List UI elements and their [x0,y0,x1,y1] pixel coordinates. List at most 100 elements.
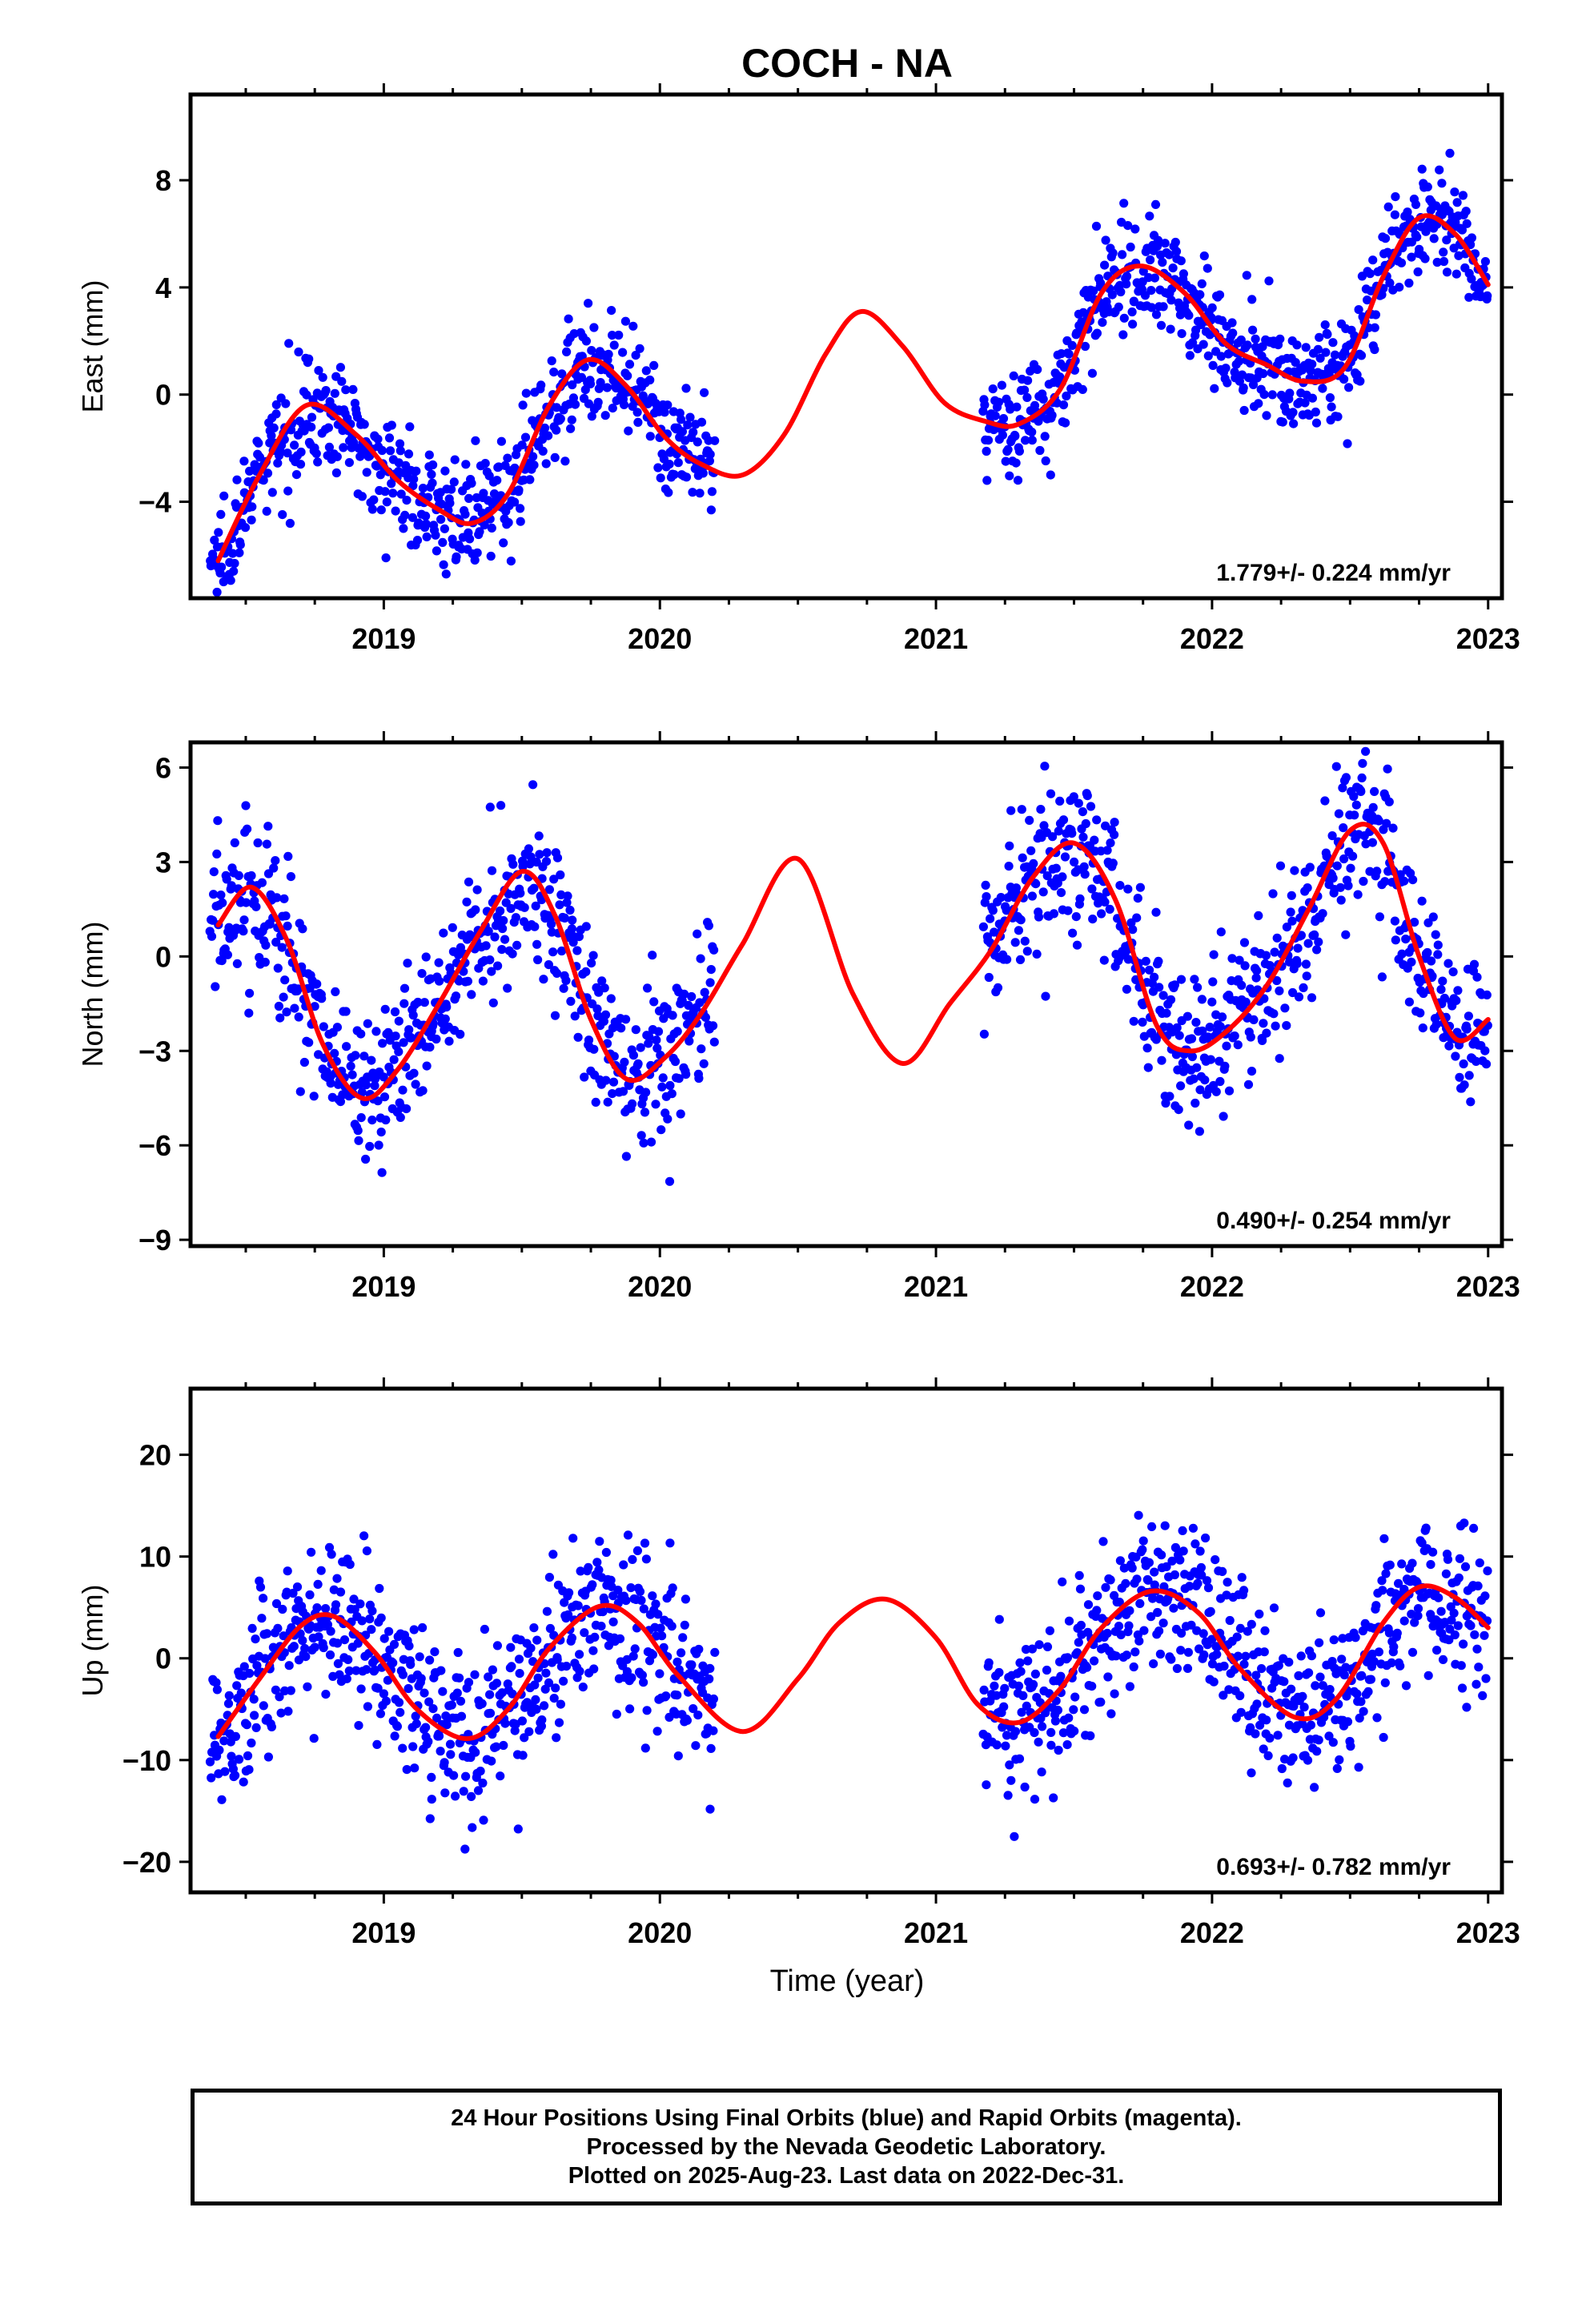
up-data-point [1392,1628,1402,1638]
up-data-point [1283,1778,1292,1787]
up-data-point [657,1631,667,1641]
east-data-point [1320,320,1330,330]
north-data-point [394,1047,404,1056]
up-data-point [1472,1644,1482,1654]
north-data-point [1258,1035,1267,1045]
up-data-point [499,1740,508,1751]
north-data-point [1460,1080,1469,1090]
north-data-point [1198,1026,1207,1035]
north-data-point [500,935,510,944]
east-y-tick-label: 8 [155,164,171,197]
up-data-point [1410,1618,1419,1627]
up-data-point [652,1727,662,1736]
north-data-point [1433,940,1443,950]
north-data-point [1303,883,1312,893]
up-data-point [542,1606,552,1616]
north-data-point [207,931,217,941]
north-data-point [434,958,444,967]
up-data-point [372,1739,382,1749]
north-data-point [532,857,541,867]
east-data-point [1385,278,1395,287]
north-data-point [309,1092,319,1101]
north-data-point [581,967,591,976]
east-data-point [1423,182,1432,191]
up-data-point [227,1751,236,1761]
north-data-point [1051,863,1061,873]
up-data-point [370,1665,379,1675]
east-data-point [518,400,528,410]
up-data-point [473,1786,484,1795]
north-data-point [1249,1015,1259,1024]
north-data-point [1108,858,1118,868]
north-data-point [1464,1071,1474,1080]
north-data-point [406,1033,416,1043]
up-data-point [1115,1556,1125,1566]
north-data-point [425,1043,435,1052]
north-y-axis-label: North (mm) [76,922,109,1068]
up-data-point [1459,1639,1468,1649]
up-data-point [991,1691,1002,1700]
east-data-point [1164,250,1174,259]
up-data-point [249,1695,259,1704]
up-data-point [351,1666,361,1675]
east-data-point [452,552,461,561]
up-data-point [333,1659,343,1668]
east-data-point [1318,384,1327,393]
north-data-point [1390,916,1399,926]
up-data-point [689,1704,698,1714]
up-data-point [627,1673,636,1683]
east-data-point [1158,302,1168,312]
north-data-point [597,976,607,986]
up-data-point [625,1704,635,1714]
up-data-point [1148,1594,1158,1603]
north-data-point [1391,935,1400,945]
up-data-point [236,1688,246,1698]
up-data-point [1236,1707,1246,1717]
up-data-point [1135,1598,1145,1608]
up-data-point [1014,1754,1025,1763]
east-data-point [556,414,565,424]
north-data-point [365,1141,375,1152]
up-data-point [1239,1659,1249,1669]
east-data-point [263,468,273,478]
north-data-point [981,880,990,890]
up-data-point [1259,1647,1269,1657]
east-data-point [1450,187,1460,197]
north-data-point [275,1013,285,1023]
north-data-point [1068,928,1078,938]
east-data-point [585,379,596,388]
east-data-point [295,460,306,469]
north-data-point [1292,959,1302,968]
up-data-point [1195,1644,1204,1654]
north-data-point [464,877,474,887]
north-data-point [1427,956,1436,966]
up-data-point [1038,1722,1047,1731]
north-data-point [673,1027,682,1036]
east-data-point [1417,164,1427,174]
north-data-point [534,831,544,841]
north-data-point [584,1035,594,1045]
east-data-point [487,523,496,533]
up-data-point [252,1661,262,1671]
east-data-point [510,463,520,473]
up-data-point [1455,1554,1464,1563]
east-data-point [1390,210,1399,219]
east-data-point [1452,269,1461,279]
up-data-point [1116,1630,1126,1639]
up-data-point [1346,1741,1355,1751]
north-data-point [1382,818,1391,828]
east-data-point [388,489,398,498]
up-data-point [1438,1655,1448,1664]
north-data-point [269,863,279,873]
up-data-point [536,1721,547,1731]
up-data-point [255,1582,266,1592]
north-data-point [1328,873,1338,883]
east-data-point [623,371,632,380]
north-data-point [603,1097,612,1107]
east-data-point [461,460,471,469]
up-data-point [1379,1732,1388,1743]
up-data-point [1241,1651,1251,1661]
north-data-point [417,969,427,979]
north-data-point [668,1011,677,1020]
east-data-point [283,486,293,496]
